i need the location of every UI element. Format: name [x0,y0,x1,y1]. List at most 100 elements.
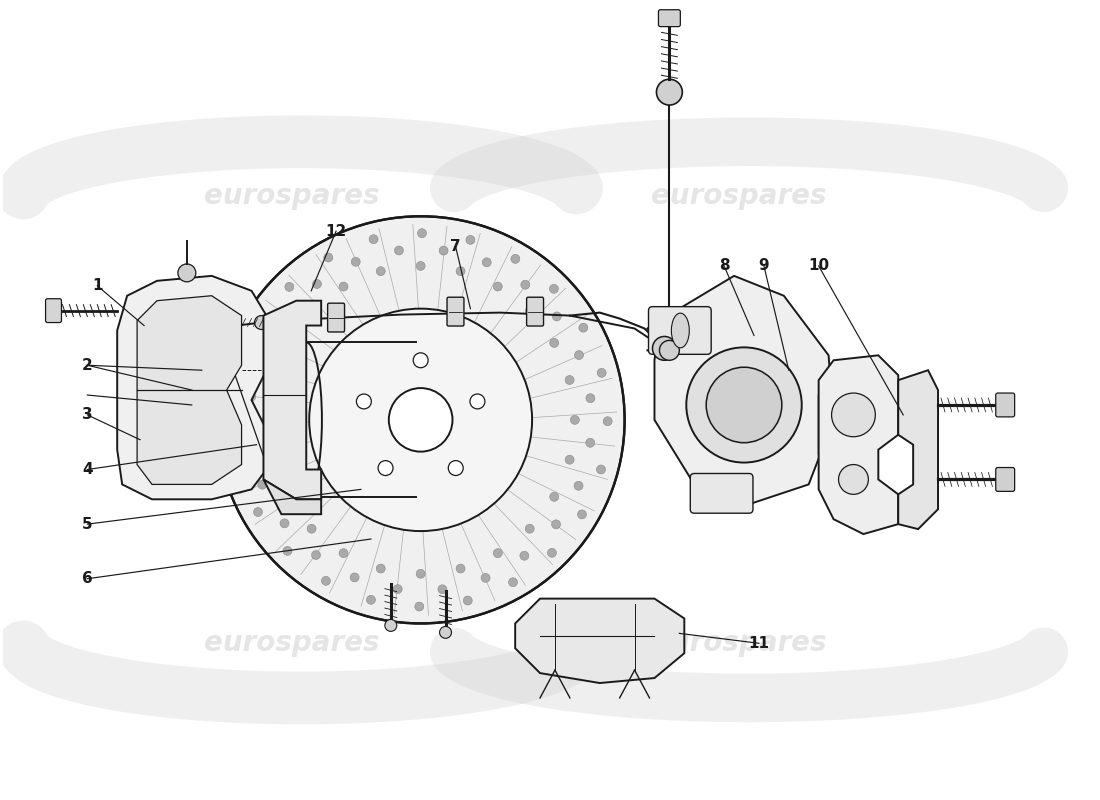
Circle shape [550,338,559,347]
Circle shape [283,338,292,347]
Circle shape [510,254,520,263]
Circle shape [267,375,276,385]
Text: 9: 9 [759,258,769,274]
Circle shape [339,549,348,558]
Circle shape [253,507,263,517]
Circle shape [246,393,255,402]
Circle shape [456,564,465,573]
Circle shape [376,266,385,276]
Circle shape [596,465,605,474]
Circle shape [439,246,448,255]
Text: 2: 2 [82,358,92,373]
Circle shape [343,342,498,498]
Circle shape [552,312,561,321]
Circle shape [706,367,782,442]
Circle shape [307,306,316,315]
Circle shape [217,216,625,623]
FancyBboxPatch shape [328,303,344,332]
Text: 6: 6 [82,571,92,586]
Circle shape [565,455,574,464]
Circle shape [280,311,289,320]
FancyBboxPatch shape [447,298,464,326]
Text: 3: 3 [82,407,92,422]
Circle shape [280,519,289,528]
Circle shape [586,438,595,447]
FancyBboxPatch shape [45,298,62,322]
Text: 7: 7 [450,238,461,254]
Circle shape [178,264,196,282]
Circle shape [571,415,580,424]
Circle shape [366,595,375,604]
Circle shape [832,393,876,437]
Circle shape [414,353,428,368]
Circle shape [376,564,385,573]
Circle shape [246,437,255,446]
Polygon shape [138,296,242,485]
Circle shape [548,548,557,558]
Circle shape [438,585,447,594]
Circle shape [235,462,244,471]
Text: eurospares: eurospares [204,182,380,210]
Circle shape [525,306,535,315]
Circle shape [493,549,503,558]
Circle shape [262,415,271,424]
FancyBboxPatch shape [691,474,754,514]
Circle shape [521,280,530,289]
FancyBboxPatch shape [527,298,543,326]
Text: 11: 11 [748,636,769,650]
Text: 12: 12 [326,224,346,238]
Polygon shape [818,380,828,454]
Text: 5: 5 [82,517,92,532]
Circle shape [525,524,535,533]
Circle shape [385,619,397,631]
Text: 10: 10 [808,258,829,274]
FancyBboxPatch shape [996,393,1014,417]
Circle shape [370,234,378,244]
Circle shape [415,602,424,611]
Circle shape [356,394,372,409]
Circle shape [456,266,465,276]
Circle shape [254,315,268,330]
Circle shape [257,480,267,489]
Circle shape [312,279,321,289]
Circle shape [578,510,586,519]
Circle shape [586,394,595,402]
Circle shape [652,337,676,360]
Circle shape [565,375,574,385]
Circle shape [659,341,680,360]
Circle shape [466,235,475,244]
Circle shape [351,258,360,266]
Text: 1: 1 [92,278,102,294]
Circle shape [416,262,425,270]
Polygon shape [118,276,266,499]
Polygon shape [264,479,321,514]
Circle shape [520,551,529,560]
Text: eurospares: eurospares [651,182,827,210]
Circle shape [508,578,517,586]
Circle shape [395,246,404,255]
Text: 4: 4 [82,462,92,477]
Circle shape [440,626,451,638]
Circle shape [470,394,485,409]
Circle shape [283,546,292,555]
Circle shape [285,282,294,291]
Circle shape [339,282,348,291]
Text: eurospares: eurospares [651,630,827,658]
Circle shape [481,574,490,582]
Circle shape [574,350,583,359]
Circle shape [388,388,452,452]
Circle shape [229,414,238,423]
Circle shape [603,417,613,426]
Polygon shape [654,276,834,504]
Circle shape [267,455,276,464]
FancyBboxPatch shape [659,10,680,26]
Circle shape [235,366,245,374]
Circle shape [657,79,682,105]
Polygon shape [899,370,938,529]
Circle shape [350,573,359,582]
FancyBboxPatch shape [996,467,1014,491]
Polygon shape [818,355,899,534]
Circle shape [838,465,868,494]
Circle shape [686,347,802,462]
Circle shape [449,461,463,475]
